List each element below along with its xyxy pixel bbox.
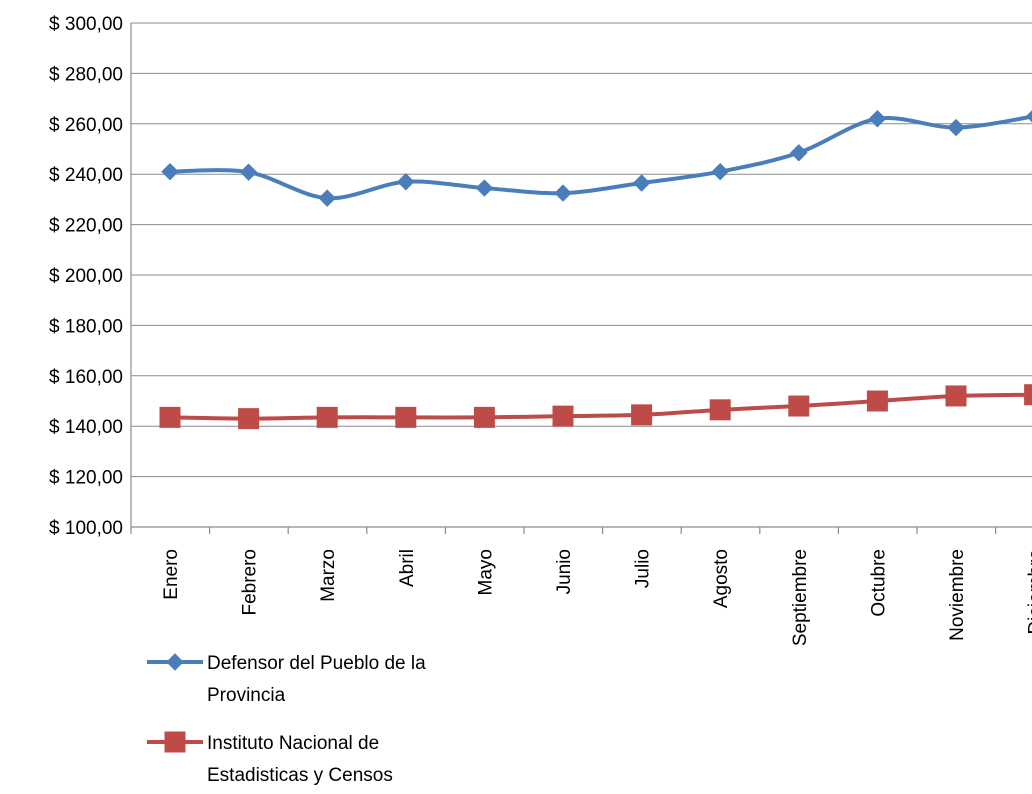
data-point: [552, 405, 574, 427]
x-tick-label: Abril: [397, 549, 418, 587]
y-tick-label: $ 240,00: [49, 165, 123, 186]
x-tick-label: Mayo: [475, 549, 496, 595]
data-point: [788, 395, 810, 417]
series-2: [159, 384, 1032, 430]
legend-label: Defensor del Pueblo de la: [207, 653, 426, 674]
x-tick-label: Agosto: [711, 549, 732, 608]
data-point: [316, 406, 338, 428]
axes: [130, 23, 1032, 534]
legend-marker: [164, 731, 186, 753]
y-tick-label: $ 260,00: [49, 115, 123, 136]
y-tick-label: $ 300,00: [49, 14, 123, 35]
data-point: [866, 390, 888, 412]
data-point: [397, 173, 415, 191]
x-tick-label: Octubre: [868, 549, 889, 617]
x-tick-label: Septiembre: [790, 549, 811, 646]
y-axis-tick-labels: $ 100,00 $ 120,00 $ 140,00 $ 160,00 $ 180,00…: [49, 14, 123, 539]
x-tick-label: Enero: [161, 549, 182, 600]
y-tick-label: $ 220,00: [49, 216, 123, 237]
x-tick-label: Junio: [554, 549, 575, 594]
data-point: [790, 144, 808, 162]
data-point: [239, 163, 258, 181]
x-axis-tick-labels: Enero Febrero Marzo Abril Mayo Junio Julio Agos…: [161, 549, 1032, 646]
x-tick-label: Noviembre: [947, 549, 968, 641]
legend-marker: [166, 653, 184, 671]
data-point: [631, 404, 653, 426]
x-tick-label: Febrero: [240, 549, 261, 616]
y-tick-label: $ 200,00: [49, 266, 123, 287]
data-point: [318, 189, 336, 207]
data-point: [709, 399, 731, 421]
legend-label: Instituto Nacional de: [207, 733, 379, 754]
y-tick-label: $ 280,00: [49, 64, 123, 85]
data-point: [868, 110, 887, 128]
series-line: [169, 114, 1032, 201]
gridlines: [131, 22, 1032, 478]
series-1: [161, 110, 1032, 207]
y-tick-label: $ 100,00: [49, 518, 123, 539]
data-point: [554, 184, 572, 202]
y-tick-label: $ 140,00: [49, 417, 123, 438]
data-point: [711, 162, 729, 181]
data-point: [161, 162, 179, 181]
data-point: [159, 406, 181, 428]
data-point: [473, 406, 495, 428]
data-point: [238, 408, 260, 430]
legend-item-2: Instituto Nacional de Estadisticas y Cens…: [147, 731, 393, 786]
y-tick-label: $ 160,00: [49, 367, 123, 388]
data-point: [475, 179, 494, 197]
legend-label: Provincia: [207, 685, 286, 706]
data-point: [395, 406, 417, 428]
data-point: [1025, 110, 1032, 123]
series-layer: [159, 110, 1032, 430]
y-tick-label: $ 180,00: [49, 316, 123, 337]
data-point: [947, 118, 965, 137]
x-tick-label: Marzo: [318, 549, 339, 602]
x-tick-label: Diciembre: [1026, 549, 1032, 635]
data-point: [945, 385, 967, 407]
legend: Defensor del Pueblo de la Provincia Instit…: [147, 653, 426, 786]
legend-label: Estadisticas y Censos: [207, 765, 393, 786]
data-point: [632, 174, 651, 192]
y-tick-label: $ 120,00: [49, 468, 123, 489]
series-line: [169, 392, 1032, 421]
legend-item-1: Defensor del Pueblo de la Provincia: [147, 653, 426, 706]
x-tick-label: Julio: [633, 549, 654, 588]
data-point: [1024, 384, 1032, 406]
